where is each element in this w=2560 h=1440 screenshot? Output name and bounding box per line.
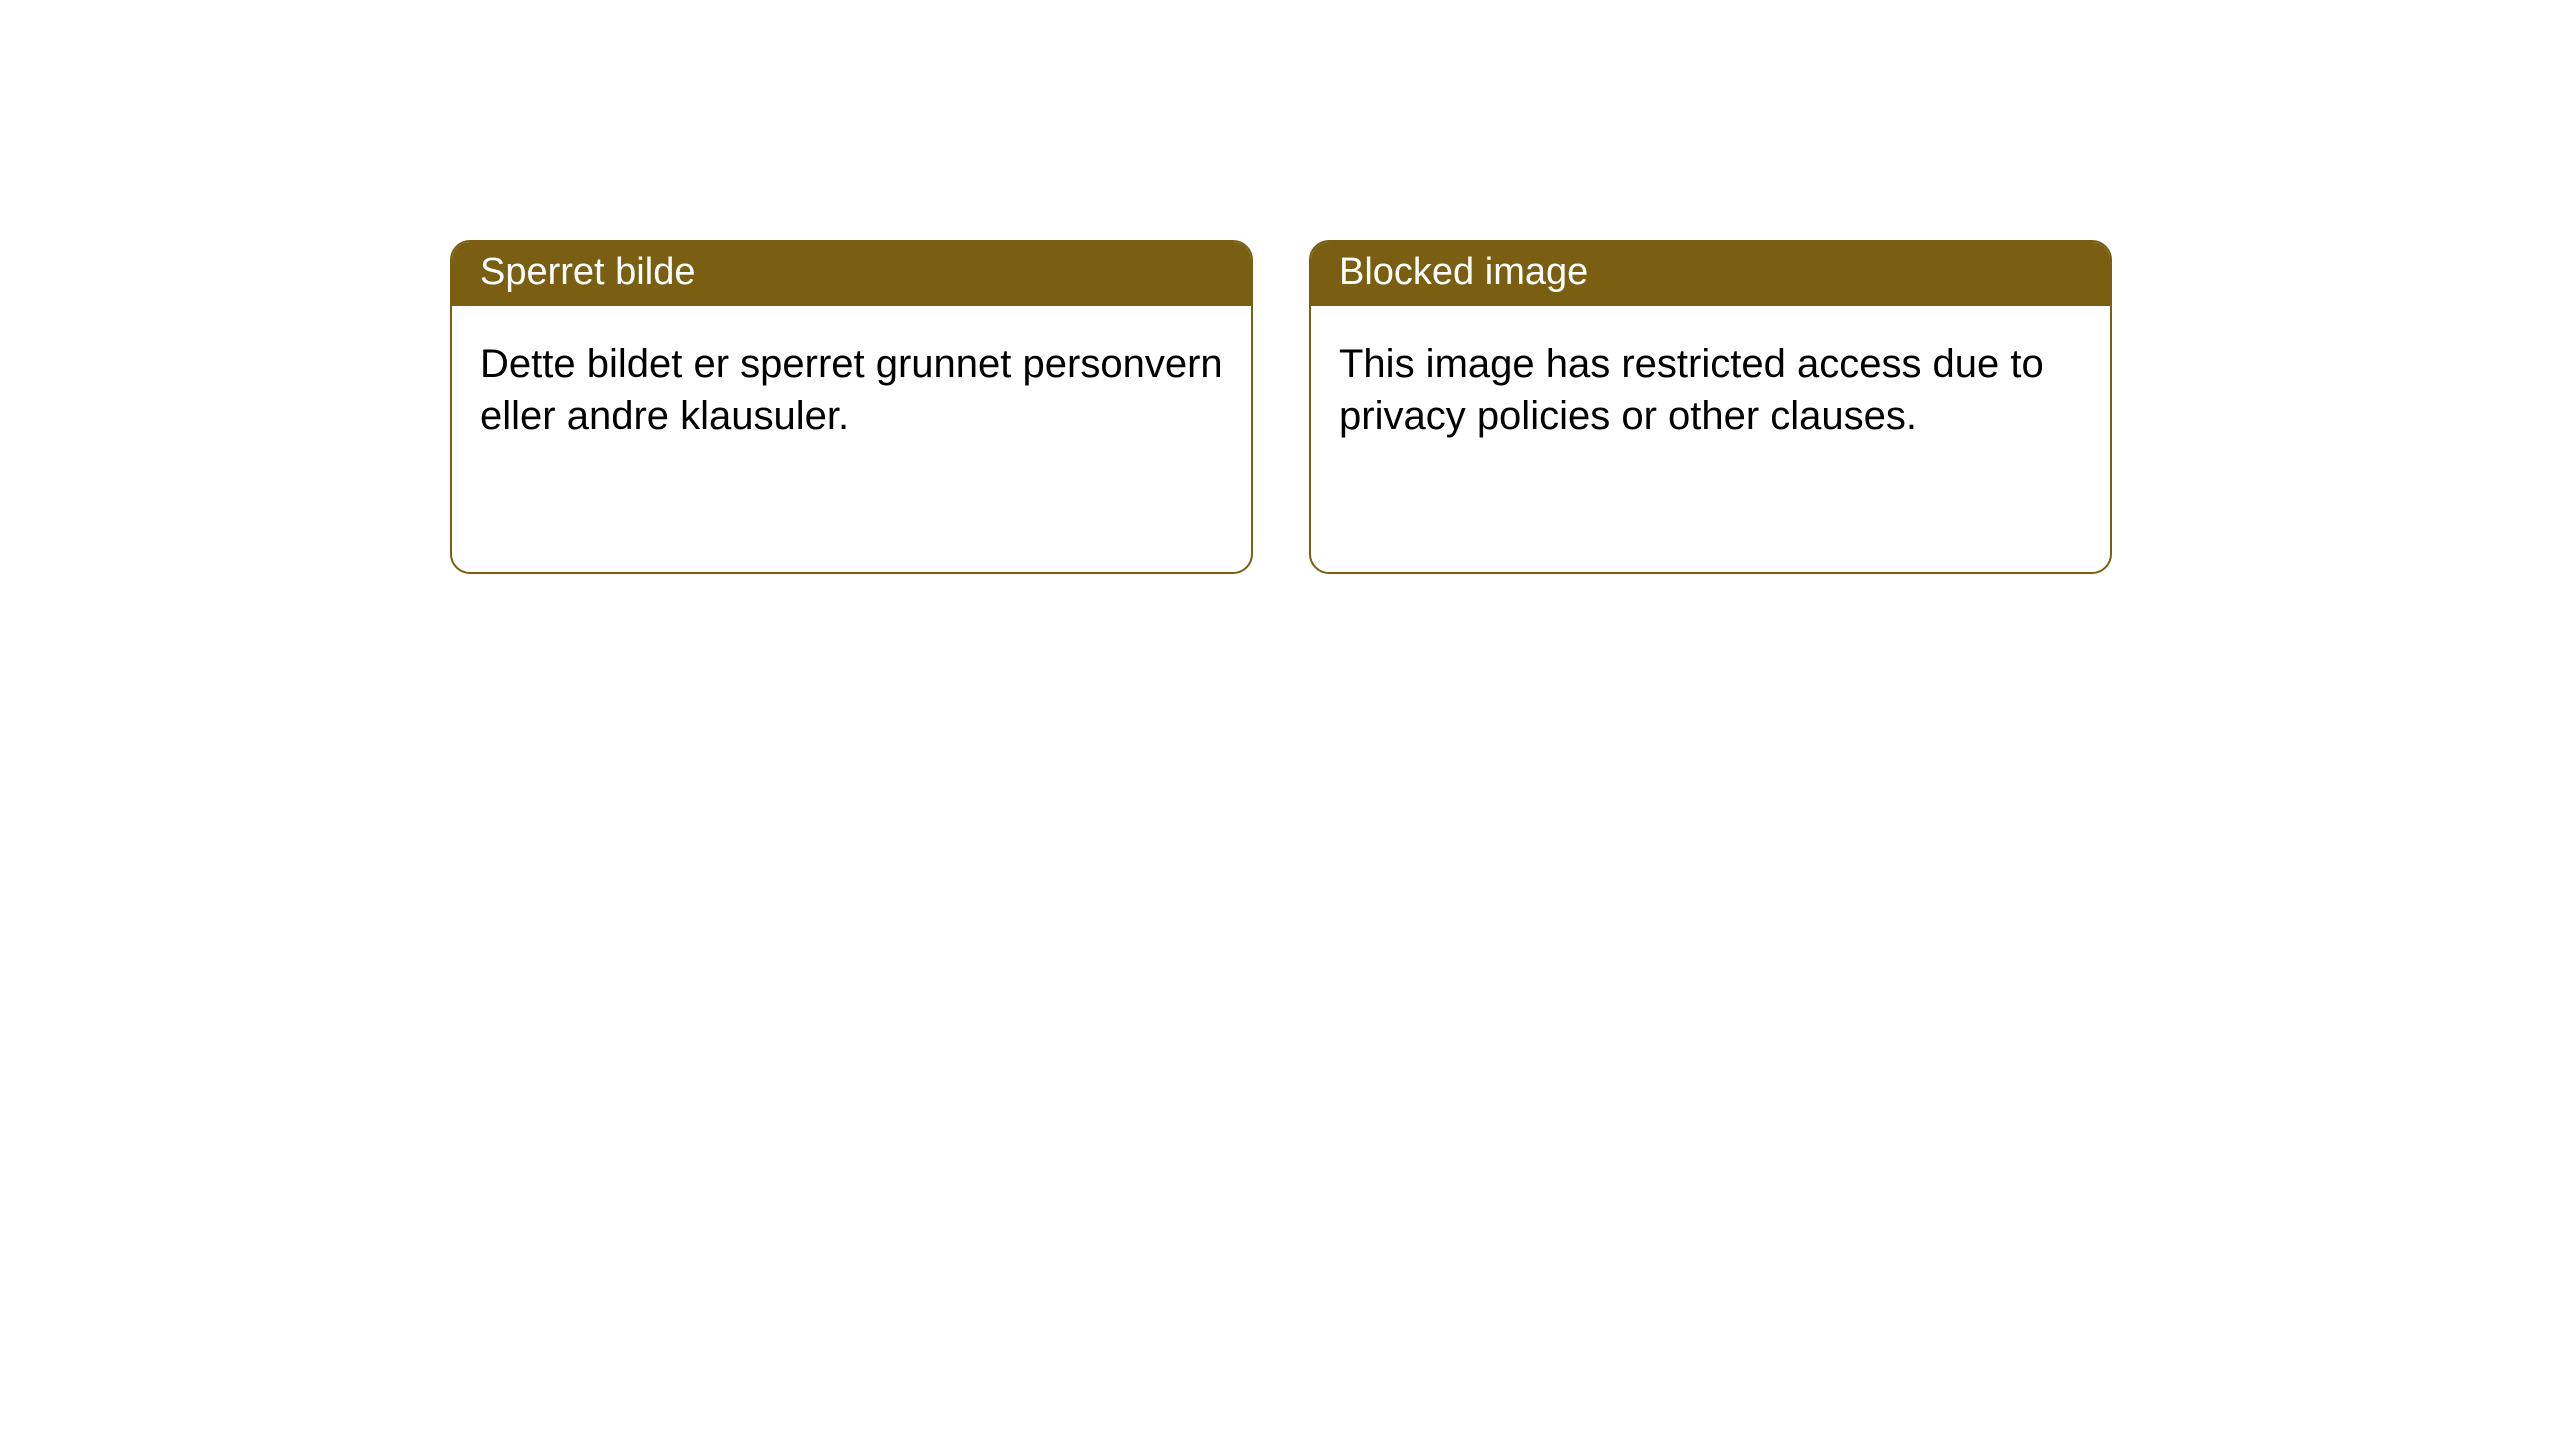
notice-card-title: Sperret bilde — [452, 242, 1251, 306]
notice-card-norwegian: Sperret bilde Dette bildet er sperret gr… — [450, 240, 1253, 574]
notice-card-title: Blocked image — [1311, 242, 2110, 306]
notice-container: Sperret bilde Dette bildet er sperret gr… — [0, 0, 2560, 574]
notice-card-body: This image has restricted access due to … — [1311, 306, 2110, 474]
notice-card-body: Dette bildet er sperret grunnet personve… — [452, 306, 1251, 474]
notice-card-english: Blocked image This image has restricted … — [1309, 240, 2112, 574]
